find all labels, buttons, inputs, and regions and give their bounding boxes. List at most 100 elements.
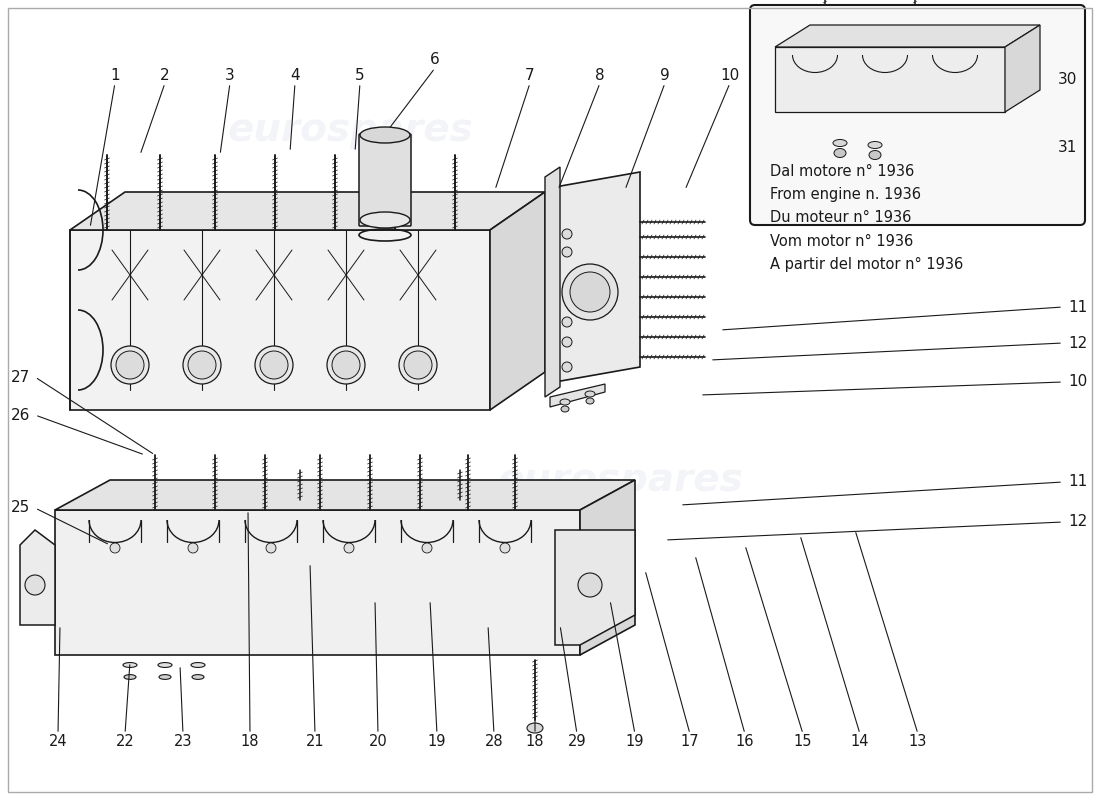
Text: 27: 27 (11, 370, 30, 385)
Text: 13: 13 (909, 734, 927, 750)
Text: 29: 29 (568, 734, 586, 750)
Text: Du moteur n° 1936: Du moteur n° 1936 (770, 210, 912, 226)
Text: 12: 12 (1068, 335, 1087, 350)
Ellipse shape (527, 723, 543, 733)
Text: 18: 18 (241, 734, 260, 750)
Text: 22: 22 (116, 734, 134, 750)
Polygon shape (776, 25, 1040, 47)
Ellipse shape (116, 351, 144, 379)
Ellipse shape (111, 346, 148, 384)
Ellipse shape (188, 351, 216, 379)
Text: Dal motore n° 1936: Dal motore n° 1936 (770, 165, 914, 179)
Text: 7: 7 (525, 67, 535, 82)
Polygon shape (55, 510, 580, 655)
Ellipse shape (833, 139, 847, 146)
Circle shape (562, 229, 572, 239)
Circle shape (562, 362, 572, 372)
Text: 28: 28 (485, 734, 504, 750)
Text: 3: 3 (226, 67, 235, 82)
Text: 15: 15 (794, 734, 812, 750)
Text: 20: 20 (368, 734, 387, 750)
Polygon shape (544, 167, 560, 397)
Ellipse shape (124, 674, 136, 679)
Ellipse shape (404, 351, 432, 379)
Text: 10: 10 (1068, 374, 1087, 390)
Circle shape (266, 543, 276, 553)
Text: 11: 11 (1068, 299, 1087, 314)
Text: 4: 4 (290, 67, 300, 82)
Ellipse shape (585, 391, 595, 397)
Ellipse shape (327, 346, 365, 384)
Ellipse shape (399, 346, 437, 384)
Polygon shape (55, 480, 635, 510)
Text: 26: 26 (11, 407, 30, 422)
Text: 21: 21 (306, 734, 324, 750)
Ellipse shape (868, 142, 882, 149)
Ellipse shape (360, 127, 410, 143)
Circle shape (562, 337, 572, 347)
Text: eurospares: eurospares (359, 299, 622, 341)
Ellipse shape (586, 398, 594, 404)
Text: 10: 10 (720, 67, 739, 82)
Polygon shape (70, 230, 490, 410)
Ellipse shape (191, 662, 205, 667)
Polygon shape (490, 192, 544, 410)
Polygon shape (550, 384, 605, 407)
Text: 12: 12 (1068, 514, 1087, 530)
Text: 17: 17 (681, 734, 700, 750)
Circle shape (562, 317, 572, 327)
Ellipse shape (561, 406, 569, 412)
Polygon shape (20, 530, 55, 625)
Circle shape (188, 543, 198, 553)
Text: 18: 18 (526, 734, 544, 750)
Polygon shape (556, 530, 635, 645)
Circle shape (422, 543, 432, 553)
Circle shape (344, 543, 354, 553)
Text: 19: 19 (626, 734, 645, 750)
Polygon shape (580, 480, 635, 655)
Polygon shape (556, 172, 640, 382)
Ellipse shape (834, 149, 846, 158)
Ellipse shape (160, 674, 170, 679)
Text: 24: 24 (48, 734, 67, 750)
Text: 30: 30 (1058, 73, 1077, 87)
Text: 14: 14 (850, 734, 869, 750)
Text: A partir del motor n° 1936: A partir del motor n° 1936 (770, 257, 964, 271)
Ellipse shape (183, 346, 221, 384)
Text: From engine n. 1936: From engine n. 1936 (770, 187, 921, 202)
Text: eurospares: eurospares (352, 501, 598, 539)
Text: 1: 1 (110, 67, 120, 82)
Text: 8: 8 (595, 67, 605, 82)
Text: 5: 5 (355, 67, 365, 82)
FancyBboxPatch shape (750, 5, 1085, 225)
Text: 11: 11 (1068, 474, 1087, 490)
Circle shape (562, 247, 572, 257)
Polygon shape (70, 192, 544, 230)
Text: 23: 23 (174, 734, 192, 750)
Ellipse shape (158, 662, 172, 667)
Text: eurospares: eurospares (497, 461, 742, 499)
Circle shape (25, 575, 45, 595)
Circle shape (578, 573, 602, 597)
Ellipse shape (123, 662, 138, 667)
Circle shape (110, 543, 120, 553)
Polygon shape (776, 47, 1005, 112)
FancyBboxPatch shape (359, 134, 411, 226)
Text: 19: 19 (428, 734, 447, 750)
Text: 2: 2 (161, 67, 169, 82)
Text: eurospares: eurospares (227, 111, 473, 149)
Polygon shape (1005, 25, 1040, 112)
Circle shape (500, 543, 510, 553)
Text: eurospares: eurospares (64, 504, 327, 546)
Ellipse shape (560, 399, 570, 405)
Circle shape (562, 264, 618, 320)
Text: 9: 9 (660, 67, 670, 82)
Text: Vom motor n° 1936: Vom motor n° 1936 (770, 234, 913, 249)
Ellipse shape (260, 351, 288, 379)
Circle shape (570, 272, 611, 312)
Ellipse shape (360, 212, 410, 228)
Text: 25: 25 (11, 501, 30, 515)
Text: 6: 6 (430, 53, 440, 67)
Ellipse shape (332, 351, 360, 379)
Ellipse shape (869, 150, 881, 159)
